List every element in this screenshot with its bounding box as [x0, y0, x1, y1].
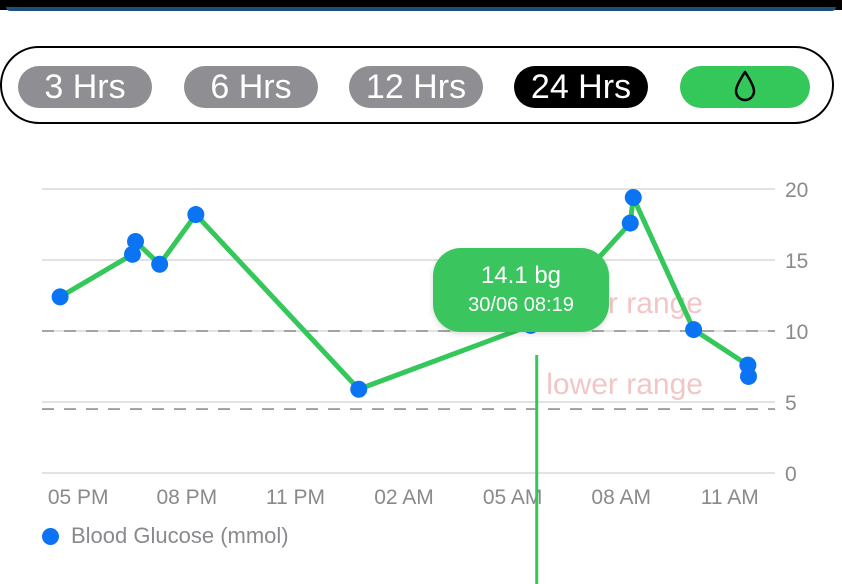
- value-tooltip: 14.1 bg 30/06 08:19: [433, 248, 609, 332]
- data-point: [621, 214, 639, 232]
- y-axis: 0 5 10 15 20: [785, 179, 808, 486]
- time-range-selector: 3 Hrs 6 Hrs 12 Hrs 24 Hrs: [0, 46, 834, 124]
- blood-drop-button[interactable]: [680, 66, 810, 108]
- data-point: [350, 380, 368, 398]
- range-6hrs-button[interactable]: 6 Hrs: [184, 66, 318, 108]
- window-top-bar: [0, 0, 842, 11]
- drop-icon: [734, 70, 756, 102]
- y-tick-label: 10: [785, 321, 808, 344]
- x-axis: 05 PM 08 PM 11 PM 02 AM 05 AM 08 AM 11 AM: [48, 486, 759, 509]
- data-point: [187, 206, 205, 224]
- range-24hrs-button[interactable]: 24 Hrs: [514, 66, 648, 108]
- x-tick-label: 08 PM: [156, 486, 217, 509]
- data-point: [740, 367, 758, 385]
- data-point: [624, 189, 642, 207]
- legend-marker: [42, 527, 59, 545]
- x-tick-label: 08 AM: [591, 486, 651, 509]
- lower-range-label: lower range: [546, 368, 703, 401]
- y-tick-label: 20: [785, 179, 808, 202]
- data-point: [127, 233, 145, 251]
- data-point: [151, 255, 169, 273]
- x-tick-label: 05 AM: [483, 486, 543, 509]
- range-3hrs-button[interactable]: 3 Hrs: [18, 66, 152, 108]
- x-tick-label: 11 AM: [701, 486, 759, 509]
- x-tick-label: 05 PM: [48, 486, 109, 509]
- legend-label: Blood Glucose (mmol): [71, 523, 289, 548]
- x-tick-label: 02 AM: [374, 486, 434, 509]
- tooltip-timestamp: 30/06 08:19: [468, 294, 574, 316]
- y-tick-label: 15: [785, 250, 808, 273]
- x-tick-label: 11 PM: [266, 486, 325, 509]
- range-12hrs-button[interactable]: 12 Hrs: [349, 66, 483, 108]
- y-tick-label: 0: [785, 463, 797, 486]
- chart-grid: [42, 188, 775, 474]
- y-tick-label: 5: [785, 392, 797, 415]
- data-point: [51, 288, 69, 306]
- data-point: [685, 321, 703, 339]
- data-point: [124, 245, 141, 263]
- chart-legend: Blood Glucose (mmol): [42, 521, 289, 551]
- tooltip-value: 14.1 bg: [480, 262, 562, 289]
